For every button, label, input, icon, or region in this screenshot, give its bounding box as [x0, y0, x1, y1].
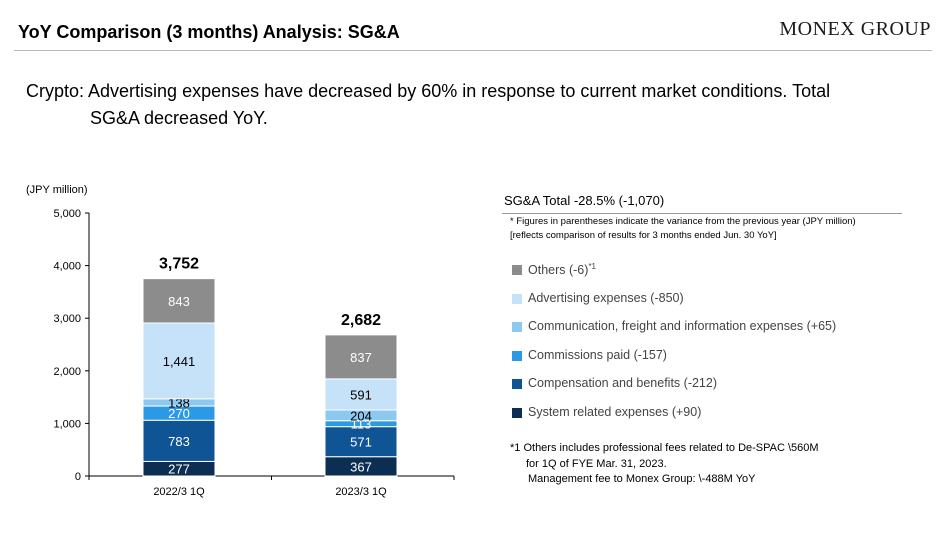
key-message-line-2: SG&A decreased YoY.: [90, 108, 268, 128]
y-tick-label: 2,000: [53, 366, 81, 378]
page-title: YoY Comparison (3 months) Analysis: SG&A: [18, 22, 400, 42]
stacked-bar-chart: 01,0002,0003,0004,0005,0002777832701381,…: [53, 208, 455, 498]
y-tick-label: 5,000: [53, 208, 81, 220]
variance-note: * Figures in parentheses indicate the va…: [510, 216, 856, 227]
y-tick-label: 3,000: [53, 313, 81, 325]
bar-segment: [324, 334, 398, 380]
bar-segment: [324, 426, 398, 458]
footnote-line-1: *1 Others includes professional fees rel…: [510, 442, 819, 454]
legend-swatch: [512, 293, 522, 304]
sga-total-summary: SG&A Total -28.5% (-1,070): [504, 193, 665, 208]
footnote-line-3: Management fee to Monex Group: \-488M Yo…: [528, 473, 756, 485]
legend-label: Others (-6)*1: [528, 262, 596, 278]
y-axis-unit-label: (JPY million): [26, 184, 88, 196]
summary-divider: [502, 213, 902, 214]
y-tick-label: 4,000: [53, 261, 81, 273]
y-tick-label: 0: [75, 471, 81, 483]
bar-value-label: 1,441: [163, 354, 196, 369]
key-message: Crypto: Advertising expenses have decrea…: [26, 78, 926, 132]
bar-segment: [142, 278, 216, 324]
legend-label: System related expenses (+90): [528, 404, 702, 419]
monex-group-logo: MONEX GROUP: [779, 18, 931, 40]
legend-label: Communication, freight and information e…: [528, 319, 837, 334]
legend-swatch: [512, 379, 522, 390]
bar-value-label: 270: [168, 406, 190, 421]
bar-value-label: 571: [350, 435, 372, 450]
legend-swatch: [512, 407, 522, 418]
bar-value-label: 591: [350, 387, 372, 402]
y-tick-label: 1,000: [53, 418, 81, 430]
bar-value-label: 367: [350, 459, 372, 474]
key-message-line-1: Crypto: Advertising expenses have decrea…: [26, 81, 831, 101]
bar-total-label: 2,682: [341, 312, 381, 329]
legend-label: Commissions paid (-157): [528, 347, 667, 362]
legend-label: Advertising expenses (-850): [528, 290, 684, 305]
bar-segment: [324, 378, 398, 411]
bar-segment: [142, 322, 216, 400]
bar-value-label: 843: [168, 294, 190, 309]
title-divider: [14, 50, 932, 51]
legend-label: Compensation and benefits (-212): [528, 376, 718, 391]
legend-footnote-marker: *1: [588, 262, 596, 271]
footnote-line-2: for 1Q of FYE Mar. 31, 2023.: [526, 457, 667, 470]
bar-value-label: 837: [350, 350, 372, 365]
bar-segment: [142, 419, 216, 462]
bar-value-label: 204: [350, 408, 372, 423]
x-category-label: 2022/3 1Q: [153, 486, 205, 498]
bar-total-label: 3,752: [159, 256, 199, 273]
bar-value-label: 277: [168, 462, 190, 477]
legend-swatch: [512, 350, 522, 361]
legend-swatch: [512, 265, 522, 275]
comparison-basis-note: [reflects comparison of results for 3 mo…: [510, 230, 777, 241]
x-category-label: 2023/3 1Q: [335, 486, 387, 498]
legend-swatch: [512, 322, 522, 333]
others-footnote: *1 Others includes professional fees rel…: [510, 441, 819, 488]
bar-value-label: 783: [168, 434, 190, 449]
